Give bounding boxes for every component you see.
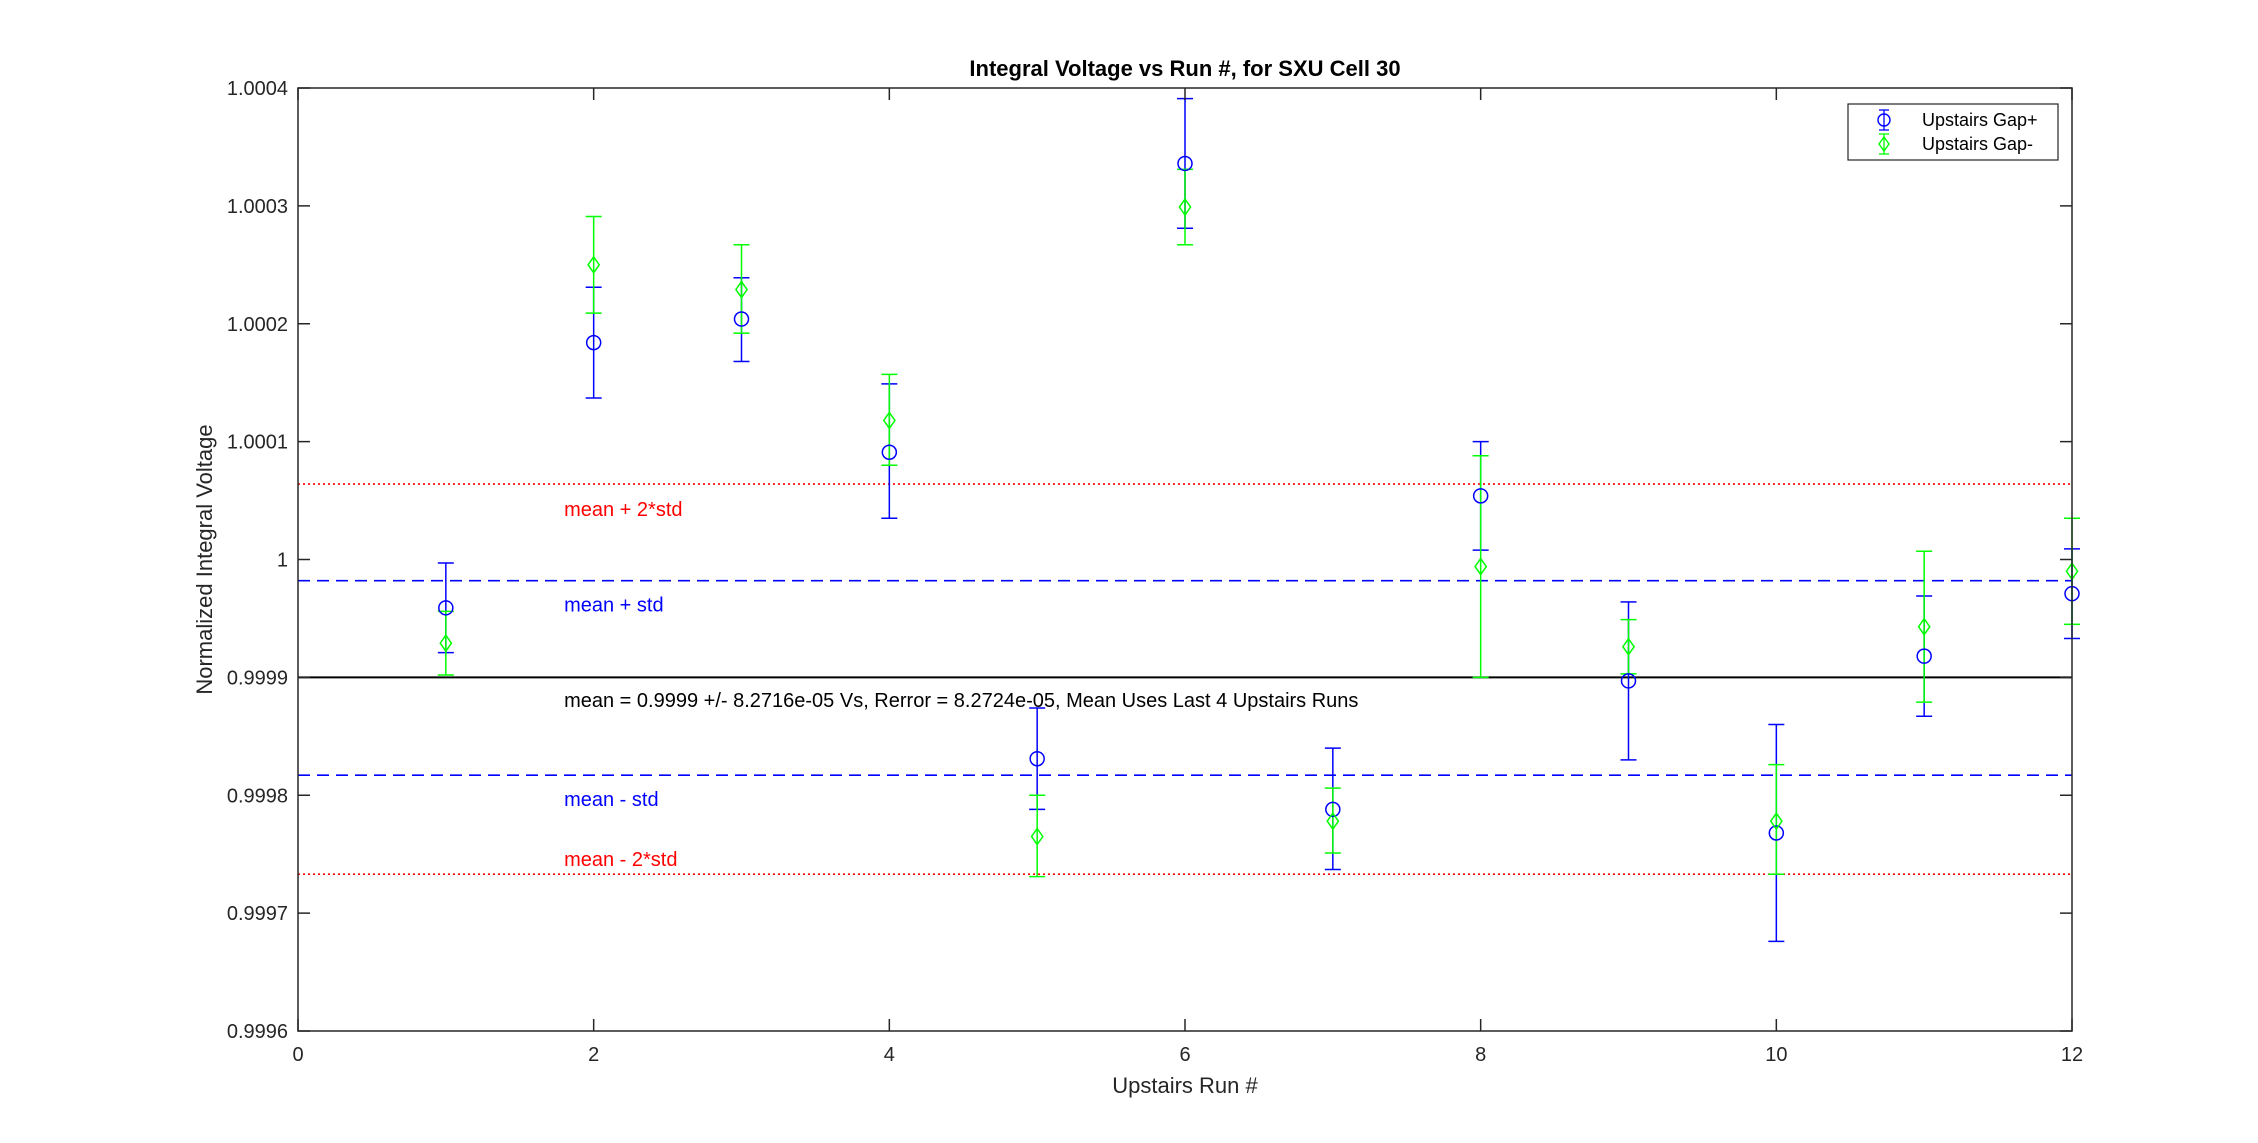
x-tick-label: 2: [588, 1044, 599, 1066]
y-tick-label: 1.0004: [227, 78, 288, 100]
y-tick-label: 0.9999: [227, 667, 288, 689]
point-marker: [881, 444, 898, 460]
point-marker: [1620, 673, 1637, 689]
point-marker: [438, 600, 454, 616]
point-marker: [1325, 801, 1341, 818]
point-marker: [882, 411, 896, 430]
legend-marker: [1877, 113, 1891, 127]
x-axis-title: Upstairs Run #: [1112, 1073, 1258, 1098]
point-marker: [1030, 827, 1044, 846]
point-marker: [1621, 637, 1636, 657]
annotation-text: mean - 2*std: [564, 849, 677, 871]
legend-label: Upstairs Gap-: [1922, 134, 2033, 154]
annotation-text: mean + 2*std: [564, 499, 682, 521]
point-marker: [1472, 488, 1489, 504]
y-tick-label: 1: [277, 550, 288, 572]
data-markers: [438, 155, 2080, 846]
point-marker: [1029, 750, 1045, 767]
y-tick-label: 1.0003: [227, 196, 288, 218]
point-marker: [1178, 197, 1192, 217]
legend[interactable]: Upstairs Gap+ Upstairs Gap-: [1847, 103, 2059, 161]
point-marker: [585, 334, 602, 351]
chart-title: Integral Voltage vs Run #, for SXU Cell …: [969, 56, 1400, 81]
y-axis-title: Normalized Integral Voltage: [192, 424, 217, 694]
point-marker: [439, 633, 453, 653]
point-marker: [1474, 557, 1488, 576]
x-tick-label: 6: [1179, 1044, 1190, 1066]
x-tick-label: 10: [1765, 1044, 1787, 1066]
point-marker: [1917, 617, 1931, 636]
y-tick-label: 0.9996: [227, 1021, 288, 1043]
x-tick-label: 0: [292, 1044, 303, 1066]
y-tick-label: 1.0001: [227, 432, 288, 454]
legend-marker: [1878, 135, 1890, 153]
x-tick-label: 8: [1475, 1044, 1486, 1066]
point-marker: [1326, 811, 1340, 831]
point-marker: [1768, 825, 1785, 841]
point-marker: [1177, 155, 1193, 172]
reference-lines: [298, 483, 2072, 876]
point-marker: [587, 255, 601, 275]
y-tick-label: 1.0002: [227, 314, 288, 336]
x-tick-label: 4: [884, 1044, 895, 1066]
annotation-text: mean + std: [564, 594, 664, 616]
annotation-text: mean = 0.9999 +/- 8.2716e-05 Vs, Rerror …: [564, 690, 1358, 712]
y-tick-label: 0.9997: [227, 903, 288, 925]
annotations: mean + 2*std mean + std mean = 0.9999 +/- …: [564, 499, 1358, 871]
annotation-text: mean - std: [564, 789, 658, 811]
point-marker: [733, 311, 750, 327]
point-marker: [1916, 648, 1932, 664]
point-marker: [1769, 811, 1783, 831]
point-marker: [734, 280, 749, 299]
x-tick-label: 12: [2061, 1044, 2083, 1066]
axis-ticks: 0 2 4 6 8 10 12 0.9996 0.9997 0.9998 0.9999 1 1.0001…: [227, 78, 2083, 1066]
y-tick-label: 0.9998: [227, 785, 288, 807]
legend-label: Upstairs Gap+: [1922, 110, 2038, 130]
